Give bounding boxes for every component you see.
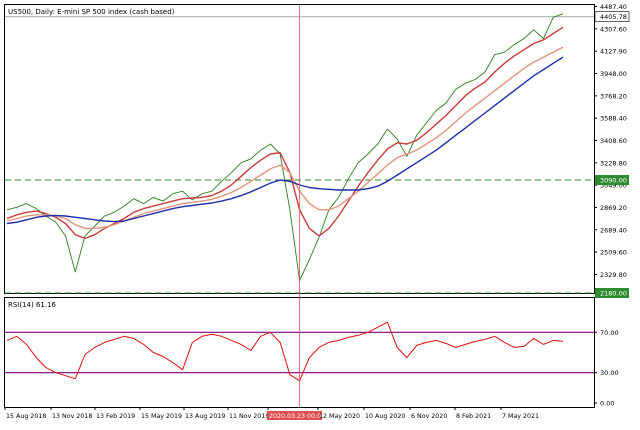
level-label-box-0 (595, 175, 629, 186)
x-tick-label: 15 Aug 2018 (6, 413, 46, 420)
price-y-tick-label: 2329.80 (600, 271, 627, 279)
x-tick-label: 10 Aug 2020 (365, 413, 405, 420)
x-tick-label: 13 Feb 2019 (96, 413, 135, 420)
price-series-ma-slow (6, 56, 564, 225)
price-y-tick-label: 2689.40 (600, 226, 627, 234)
crosshair-date-box (267, 411, 322, 420)
price-y-tick-label: 4307.60 (600, 25, 627, 33)
price-y-tick-label: 3408.60 (600, 137, 627, 145)
x-tick-label: 13 Aug 2019 (185, 413, 225, 420)
price-y-tick-label: 3049.00 (600, 182, 627, 190)
x-tick-label: 13 Nov 2018 (52, 413, 92, 420)
rsi-y-tick-label: 30.00 (600, 369, 619, 377)
level-label-box-1 (595, 288, 629, 298)
level-label-1: 2180.00 (600, 290, 627, 298)
x-tick-label: 6 Nov 2020 (411, 413, 447, 420)
x-tick-label: 11 Nov 2019 (229, 413, 269, 420)
rsi-panel-title: RSI(14) 61.16 (8, 301, 57, 309)
price-y-tick-label: 3948.00 (600, 70, 627, 78)
current-price-label: 4405.78 (600, 13, 627, 21)
price-y-tick-label: 3768.20 (600, 92, 627, 100)
crosshair-date-label: 2020.03.23 00:00 (269, 413, 325, 420)
x-tick-label: 8 Feb 2021 (456, 413, 491, 420)
rsi-y-tick-label: 70.00 (600, 329, 619, 337)
price-y-tick-label: 3588.40 (600, 115, 627, 123)
price-y-tick-label: 4127.90 (600, 48, 627, 56)
price-series-ma-medium (6, 46, 564, 230)
price-y-tick-label: 4487.40 (600, 3, 627, 11)
rsi-series-line (6, 321, 564, 382)
level-label-0: 3090.00 (600, 177, 627, 185)
rsi-y-tick-label: 0.00 (600, 400, 614, 408)
axis-layer: 4487.40 4307.60 4127.90 3948.00 3768.20 3588.… (4, 3, 630, 420)
price-series-ma-fast (6, 26, 564, 240)
price-y-tick-label: 2869.20 (600, 204, 627, 212)
price-y-tick-label: 3228.80 (600, 159, 627, 167)
x-tick-label: 15 May 2019 (141, 413, 182, 420)
x-tick-label: 7 May 2021 (502, 413, 539, 420)
price-panel-title: US500, Daily: E-mini SP 500 index (cash … (8, 8, 175, 16)
x-tick-label: 12 May 2020 (319, 413, 360, 420)
series-layer (6, 5, 564, 407)
current-price-box (594, 11, 630, 22)
price-y-tick-label: 2509.60 (600, 249, 627, 257)
